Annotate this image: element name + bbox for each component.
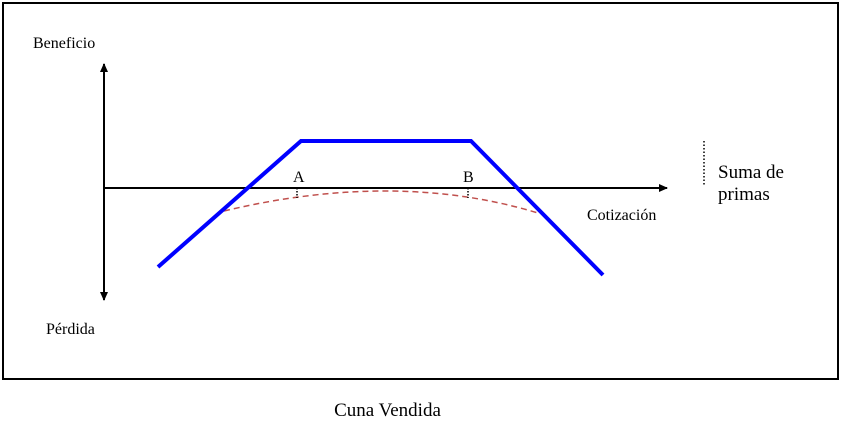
y-axis-top-label: Beneficio: [33, 35, 96, 52]
y-axis-bottom-label: Pérdida: [46, 321, 95, 338]
point-a-label: A: [293, 169, 305, 186]
x-axis-label: Cotización: [587, 207, 657, 224]
diagram-frame: [2, 2, 839, 380]
diagram-caption: Cuna Vendida: [334, 400, 441, 421]
point-b-label: B: [463, 169, 474, 186]
legend-label: Suma de primas: [718, 162, 784, 205]
premium-curve: [223, 190, 539, 214]
payoff-line: [156, 139, 605, 277]
